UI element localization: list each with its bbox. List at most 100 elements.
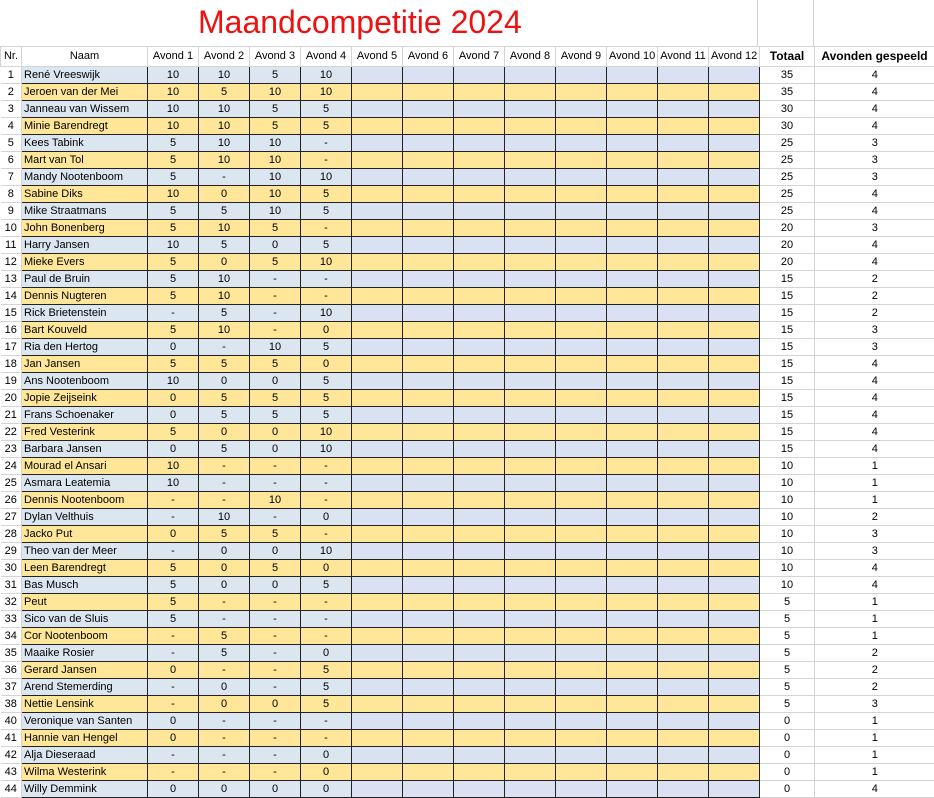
cell-totaal[interactable]: 15 — [760, 373, 815, 390]
cell-totaal[interactable]: 0 — [760, 764, 815, 781]
cell-avond-5[interactable] — [352, 696, 403, 713]
cell-avond-6[interactable] — [403, 611, 454, 628]
cell-avonden-gespeeld[interactable]: 3 — [815, 152, 934, 169]
cell-naam[interactable]: Minie Barendregt — [22, 118, 148, 135]
cell-avond-7[interactable] — [454, 288, 505, 305]
cell-avond-8[interactable] — [505, 611, 556, 628]
cell-avond-2[interactable]: 0 — [199, 781, 250, 798]
cell-avond-8[interactable] — [505, 492, 556, 509]
cell-avond-3[interactable]: 10 — [250, 152, 301, 169]
cell-avond-12[interactable] — [709, 628, 760, 645]
cell-totaal[interactable]: 5 — [760, 645, 815, 662]
cell-avond-10[interactable] — [607, 305, 658, 322]
cell-avond-7[interactable] — [454, 101, 505, 118]
cell-naam[interactable]: Janneau van Wissem — [22, 101, 148, 118]
cell-avond-10[interactable] — [607, 84, 658, 101]
cell-avond-9[interactable] — [556, 475, 607, 492]
cell-avond-7[interactable] — [454, 713, 505, 730]
cell-naam[interactable]: Gerard Jansen — [22, 662, 148, 679]
cell-avond-4[interactable]: - — [301, 628, 352, 645]
cell-avond-5[interactable] — [352, 186, 403, 203]
cell-avond-1[interactable]: 0 — [148, 441, 199, 458]
cell-avond-4[interactable]: 0 — [301, 764, 352, 781]
cell-avond-11[interactable] — [658, 373, 709, 390]
cell-totaal[interactable]: 10 — [760, 475, 815, 492]
cell-avond-3[interactable]: 5 — [250, 390, 301, 407]
cell-avond-7[interactable] — [454, 407, 505, 424]
cell-avond-6[interactable] — [403, 101, 454, 118]
cell-avonden-gespeeld[interactable]: 1 — [815, 458, 934, 475]
cell-avond-2[interactable]: 5 — [199, 407, 250, 424]
header-avond-11[interactable]: Avond 11 — [658, 47, 709, 67]
cell-avond-11[interactable] — [658, 254, 709, 271]
cell-avond-9[interactable] — [556, 220, 607, 237]
cell-avond-5[interactable] — [352, 781, 403, 798]
cell-avond-9[interactable] — [556, 186, 607, 203]
cell-avond-11[interactable] — [658, 203, 709, 220]
cell-avond-7[interactable] — [454, 441, 505, 458]
cell-avond-6[interactable] — [403, 220, 454, 237]
cell-avond-4[interactable]: - — [301, 526, 352, 543]
cell-avond-6[interactable] — [403, 543, 454, 560]
cell-avond-3[interactable]: 0 — [250, 424, 301, 441]
cell-avond-7[interactable] — [454, 424, 505, 441]
cell-avond-3[interactable]: 0 — [250, 577, 301, 594]
cell-avond-8[interactable] — [505, 152, 556, 169]
cell-avond-10[interactable] — [607, 730, 658, 747]
cell-avond-9[interactable] — [556, 67, 607, 84]
cell-naam[interactable]: Theo van der Meer — [22, 543, 148, 560]
cell-avond-6[interactable] — [403, 781, 454, 798]
cell-avond-8[interactable] — [505, 101, 556, 118]
cell-avond-11[interactable] — [658, 713, 709, 730]
cell-avond-2[interactable]: - — [199, 713, 250, 730]
cell-avond-11[interactable] — [658, 101, 709, 118]
cell-avond-4[interactable]: 10 — [301, 441, 352, 458]
cell-avond-7[interactable] — [454, 747, 505, 764]
header-avond-7[interactable]: Avond 7 — [454, 47, 505, 67]
cell-avond-1[interactable]: 0 — [148, 407, 199, 424]
cell-avond-1[interactable]: - — [148, 509, 199, 526]
cell-nr[interactable]: 7 — [1, 169, 22, 186]
cell-avond-10[interactable] — [607, 747, 658, 764]
cell-avond-10[interactable] — [607, 509, 658, 526]
cell-avond-12[interactable] — [709, 288, 760, 305]
cell-naam[interactable]: Mart van Tol — [22, 152, 148, 169]
cell-avond-1[interactable]: - — [148, 543, 199, 560]
cell-avond-2[interactable]: - — [199, 339, 250, 356]
cell-avond-1[interactable]: 10 — [148, 101, 199, 118]
cell-nr[interactable]: 32 — [1, 594, 22, 611]
cell-avond-1[interactable]: 5 — [148, 152, 199, 169]
cell-avond-10[interactable] — [607, 611, 658, 628]
cell-avond-8[interactable] — [505, 135, 556, 152]
cell-avond-5[interactable] — [352, 203, 403, 220]
cell-avond-2[interactable]: 5 — [199, 84, 250, 101]
cell-avond-8[interactable] — [505, 458, 556, 475]
cell-avond-2[interactable]: 0 — [199, 424, 250, 441]
cell-avond-8[interactable] — [505, 186, 556, 203]
cell-avond-12[interactable] — [709, 135, 760, 152]
cell-avonden-gespeeld[interactable]: 3 — [815, 339, 934, 356]
cell-avond-12[interactable] — [709, 152, 760, 169]
header-avond-4[interactable]: Avond 4 — [301, 47, 352, 67]
cell-avond-12[interactable] — [709, 543, 760, 560]
cell-avond-12[interactable] — [709, 390, 760, 407]
cell-avond-10[interactable] — [607, 407, 658, 424]
cell-avond-3[interactable]: 0 — [250, 781, 301, 798]
cell-avond-12[interactable] — [709, 237, 760, 254]
cell-naam[interactable]: Arend Stemerding — [22, 679, 148, 696]
cell-avond-11[interactable] — [658, 628, 709, 645]
cell-avond-6[interactable] — [403, 288, 454, 305]
cell-avond-5[interactable] — [352, 118, 403, 135]
cell-avond-10[interactable] — [607, 322, 658, 339]
cell-avond-2[interactable]: 0 — [199, 254, 250, 271]
cell-avond-8[interactable] — [505, 781, 556, 798]
cell-avond-6[interactable] — [403, 237, 454, 254]
cell-avond-7[interactable] — [454, 594, 505, 611]
cell-avond-2[interactable]: 10 — [199, 220, 250, 237]
cell-nr[interactable]: 31 — [1, 577, 22, 594]
cell-avond-10[interactable] — [607, 373, 658, 390]
cell-avond-5[interactable] — [352, 169, 403, 186]
cell-avonden-gespeeld[interactable]: 4 — [815, 186, 934, 203]
cell-avond-11[interactable] — [658, 526, 709, 543]
cell-avond-3[interactable]: 5 — [250, 101, 301, 118]
